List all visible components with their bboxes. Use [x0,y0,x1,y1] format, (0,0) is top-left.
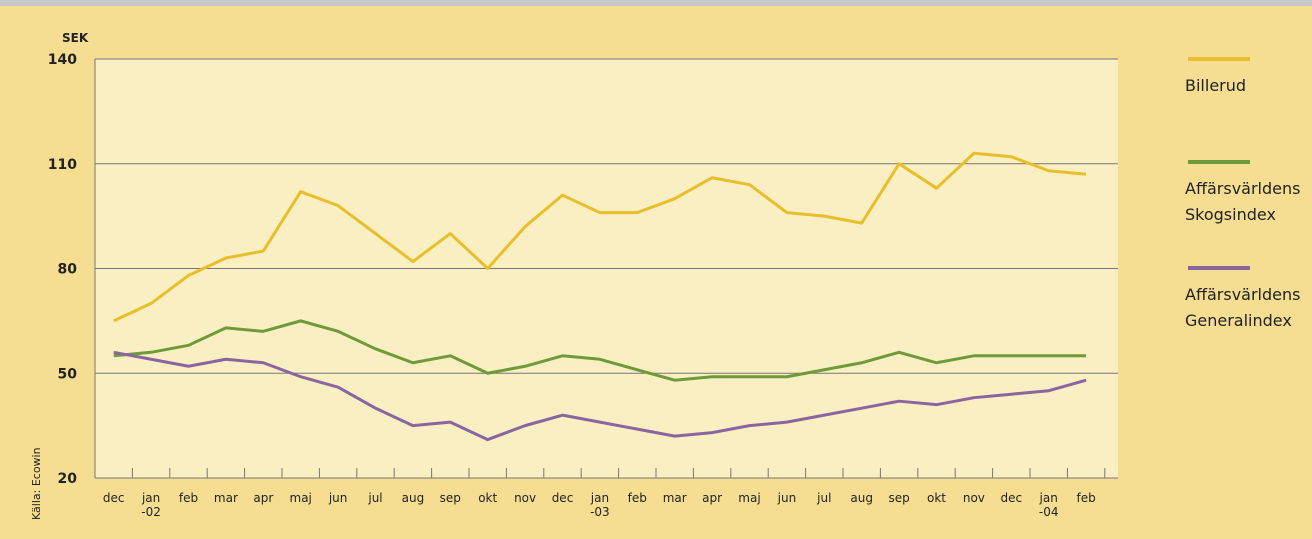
x-tick-label: dec [103,491,125,505]
line-series [113,319,1087,382]
x-tick-label: dec [1000,491,1022,505]
line-series [113,151,1087,323]
y-tick-label: 20 [58,471,78,487]
x-tick-label: okt [927,491,946,505]
legend-label: Affärsvärldens Skogsindex [1185,179,1300,224]
legend-label: Affärsvärldens Generalindex [1185,285,1300,330]
y-axis-label: SEK [62,31,89,45]
x-tick-label: feb [628,491,647,505]
x-tick-label: dec [552,491,574,505]
x-tick-label: jul [367,491,382,505]
x-tick-label: sep [888,491,909,505]
x-tick-label: apr [253,491,273,505]
x-tick-label: apr [702,491,722,505]
x-tick-label: maj [738,491,760,505]
x-tick-label: okt [478,491,497,505]
x-tick-label: aug [402,491,425,505]
x-tick-label: mar [663,491,687,505]
line-series [113,350,1087,442]
y-tick-label: 50 [58,366,78,382]
x-tick-label: jun [328,491,348,505]
y-tick-label: 140 [48,52,77,68]
y-tick-label: 80 [58,262,78,278]
x-tick-label: sep [440,491,461,505]
x-tick-label: feb [1076,491,1095,505]
source: Källa: Ecowin [30,447,43,520]
top-rule [0,0,1312,6]
x-tick-label: aug [850,491,873,505]
legend-label: Billerud [1185,76,1246,95]
x-tick-label: jul [816,491,831,505]
y-tick-label: 110 [48,157,77,173]
x-tick-label: jan -02 [141,491,161,519]
x-tick-label: feb [179,491,198,505]
x-tick-label: jun [777,491,797,505]
x-tick-label: jan -04 [1039,491,1059,519]
x-tick-label: mar [214,491,238,505]
x-tick-label: maj [290,491,312,505]
x-tick-label: jan -03 [590,491,610,519]
x-tick-label: nov [963,491,985,505]
x-tick-label: nov [514,491,536,505]
